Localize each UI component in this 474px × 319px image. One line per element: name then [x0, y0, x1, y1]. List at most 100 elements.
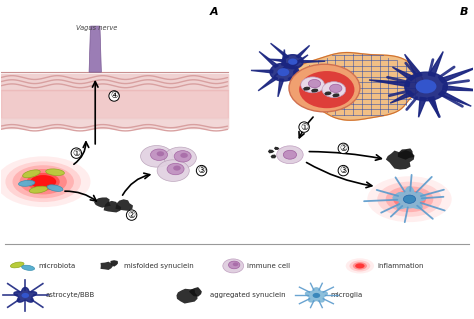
Ellipse shape: [5, 161, 81, 202]
Polygon shape: [104, 201, 121, 212]
Circle shape: [173, 166, 181, 171]
Polygon shape: [176, 289, 198, 304]
Polygon shape: [294, 67, 302, 80]
Polygon shape: [283, 55, 303, 69]
Text: aggregated synuclein: aggregated synuclein: [210, 293, 286, 299]
Polygon shape: [405, 72, 447, 101]
Ellipse shape: [386, 186, 433, 212]
Ellipse shape: [12, 165, 74, 198]
Text: ④: ④: [110, 92, 118, 100]
Circle shape: [301, 77, 324, 93]
Polygon shape: [443, 85, 474, 91]
Polygon shape: [428, 97, 439, 117]
Polygon shape: [419, 97, 427, 117]
Circle shape: [416, 79, 437, 93]
Text: ②: ②: [339, 144, 347, 153]
Polygon shape: [94, 197, 111, 208]
Polygon shape: [258, 77, 278, 91]
Circle shape: [164, 147, 196, 169]
Ellipse shape: [353, 262, 367, 270]
Circle shape: [141, 145, 173, 167]
Polygon shape: [278, 79, 284, 97]
Circle shape: [288, 58, 298, 65]
Text: microbiota: microbiota: [38, 263, 76, 269]
Circle shape: [277, 146, 303, 164]
Polygon shape: [0, 74, 228, 128]
Circle shape: [329, 84, 342, 93]
Ellipse shape: [377, 182, 442, 217]
Ellipse shape: [30, 175, 56, 189]
Circle shape: [309, 79, 320, 88]
Circle shape: [322, 82, 346, 98]
Polygon shape: [274, 65, 289, 76]
Polygon shape: [303, 87, 310, 91]
Polygon shape: [268, 59, 285, 62]
Polygon shape: [251, 70, 273, 73]
Ellipse shape: [29, 186, 48, 193]
Polygon shape: [369, 80, 410, 87]
Text: Vagus nerve: Vagus nerve: [76, 25, 118, 31]
Circle shape: [233, 263, 238, 266]
Polygon shape: [116, 199, 133, 211]
Text: ①: ①: [72, 149, 81, 158]
Ellipse shape: [23, 170, 40, 178]
Text: immune cell: immune cell: [247, 263, 291, 269]
Polygon shape: [271, 43, 289, 58]
Ellipse shape: [367, 176, 452, 222]
Polygon shape: [89, 26, 101, 72]
Ellipse shape: [355, 263, 365, 269]
Polygon shape: [0, 90, 228, 118]
Text: A: A: [210, 7, 218, 17]
Circle shape: [313, 293, 320, 298]
Polygon shape: [398, 148, 414, 160]
Circle shape: [289, 64, 360, 112]
Text: ③: ③: [339, 166, 347, 175]
Text: microglia: microglia: [330, 293, 363, 299]
Text: ①: ①: [300, 122, 308, 132]
Circle shape: [167, 163, 184, 175]
Text: ②: ②: [128, 211, 136, 219]
Polygon shape: [189, 287, 202, 297]
Circle shape: [283, 150, 297, 159]
Circle shape: [223, 259, 244, 273]
Polygon shape: [259, 51, 278, 67]
Polygon shape: [282, 49, 286, 65]
Polygon shape: [0, 118, 228, 128]
Polygon shape: [294, 71, 311, 74]
Ellipse shape: [27, 173, 60, 191]
Polygon shape: [311, 89, 319, 93]
Ellipse shape: [22, 265, 35, 271]
Ellipse shape: [346, 258, 374, 273]
Ellipse shape: [46, 169, 64, 175]
Polygon shape: [386, 150, 414, 169]
Ellipse shape: [19, 169, 67, 195]
Circle shape: [299, 71, 355, 108]
Polygon shape: [390, 91, 414, 103]
Polygon shape: [301, 61, 325, 63]
Circle shape: [21, 293, 29, 298]
Polygon shape: [293, 53, 423, 120]
Text: B: B: [460, 7, 469, 17]
Polygon shape: [288, 77, 309, 95]
Polygon shape: [332, 93, 340, 97]
Polygon shape: [0, 74, 228, 90]
Polygon shape: [306, 288, 327, 302]
Text: misfolded synuclein: misfolded synuclein: [124, 263, 193, 269]
Circle shape: [174, 151, 191, 162]
Circle shape: [228, 261, 240, 269]
Ellipse shape: [393, 190, 426, 208]
Polygon shape: [14, 287, 36, 302]
Text: astrocyte/BBB: astrocyte/BBB: [46, 293, 95, 299]
Text: ③: ③: [198, 166, 206, 175]
Polygon shape: [100, 262, 113, 270]
Ellipse shape: [47, 185, 63, 191]
Circle shape: [156, 151, 164, 156]
Circle shape: [277, 68, 289, 76]
Polygon shape: [324, 92, 332, 95]
Circle shape: [180, 153, 188, 158]
Polygon shape: [268, 150, 274, 153]
Polygon shape: [289, 55, 308, 68]
Ellipse shape: [18, 180, 35, 186]
Polygon shape: [274, 147, 280, 150]
Circle shape: [157, 160, 189, 182]
